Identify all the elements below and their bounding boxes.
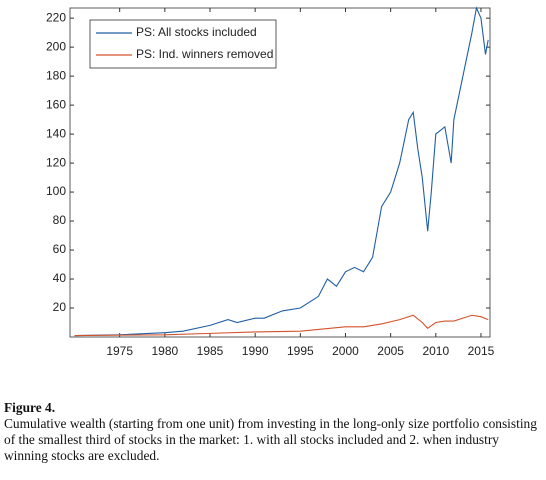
y-tick-label: 40 bbox=[53, 271, 67, 285]
y-tick-label: 220 bbox=[46, 10, 66, 24]
x-tick-label: 1980 bbox=[151, 344, 178, 358]
y-tick-label: 160 bbox=[46, 97, 66, 111]
plot-frame bbox=[69, 7, 491, 338]
caption-text: Cumulative wealth (starting from one uni… bbox=[4, 416, 537, 463]
legend-label: PS: All stocks included bbox=[136, 25, 257, 39]
y-tick-label: 140 bbox=[46, 126, 66, 140]
x-tick-label: 1995 bbox=[287, 344, 314, 358]
series-line bbox=[74, 6, 489, 337]
x-tick-label: 2010 bbox=[422, 344, 449, 358]
y-tick-label: 80 bbox=[53, 213, 67, 227]
legend-label: PS: Ind. winners removed bbox=[136, 47, 273, 61]
x-tick-label: 1985 bbox=[197, 344, 224, 358]
x-tick-label: 1990 bbox=[242, 344, 269, 358]
y-tick-label: 180 bbox=[46, 68, 66, 82]
x-tick-label: 1975 bbox=[106, 344, 133, 358]
x-tick-label: 2005 bbox=[377, 344, 404, 358]
legend-box bbox=[89, 19, 277, 69]
series-line bbox=[74, 314, 489, 337]
y-tick-label: 20 bbox=[53, 300, 67, 314]
chart: 20 40 60 80 100 120 140 160 180 200 220 1975 1980 198… bbox=[46, 6, 495, 358]
x-tick-label: 2000 bbox=[332, 344, 359, 358]
x-tick-label: 2015 bbox=[468, 344, 495, 358]
y-tick-label: 120 bbox=[46, 155, 66, 169]
caption-label: Figure 4. bbox=[4, 400, 56, 415]
y-tick-label: 200 bbox=[46, 39, 66, 53]
y-tick-label: 100 bbox=[46, 184, 66, 198]
y-tick-label: 60 bbox=[53, 242, 67, 256]
caption: Figure 4. Cumulative wealth (starting fr… bbox=[4, 400, 544, 464]
